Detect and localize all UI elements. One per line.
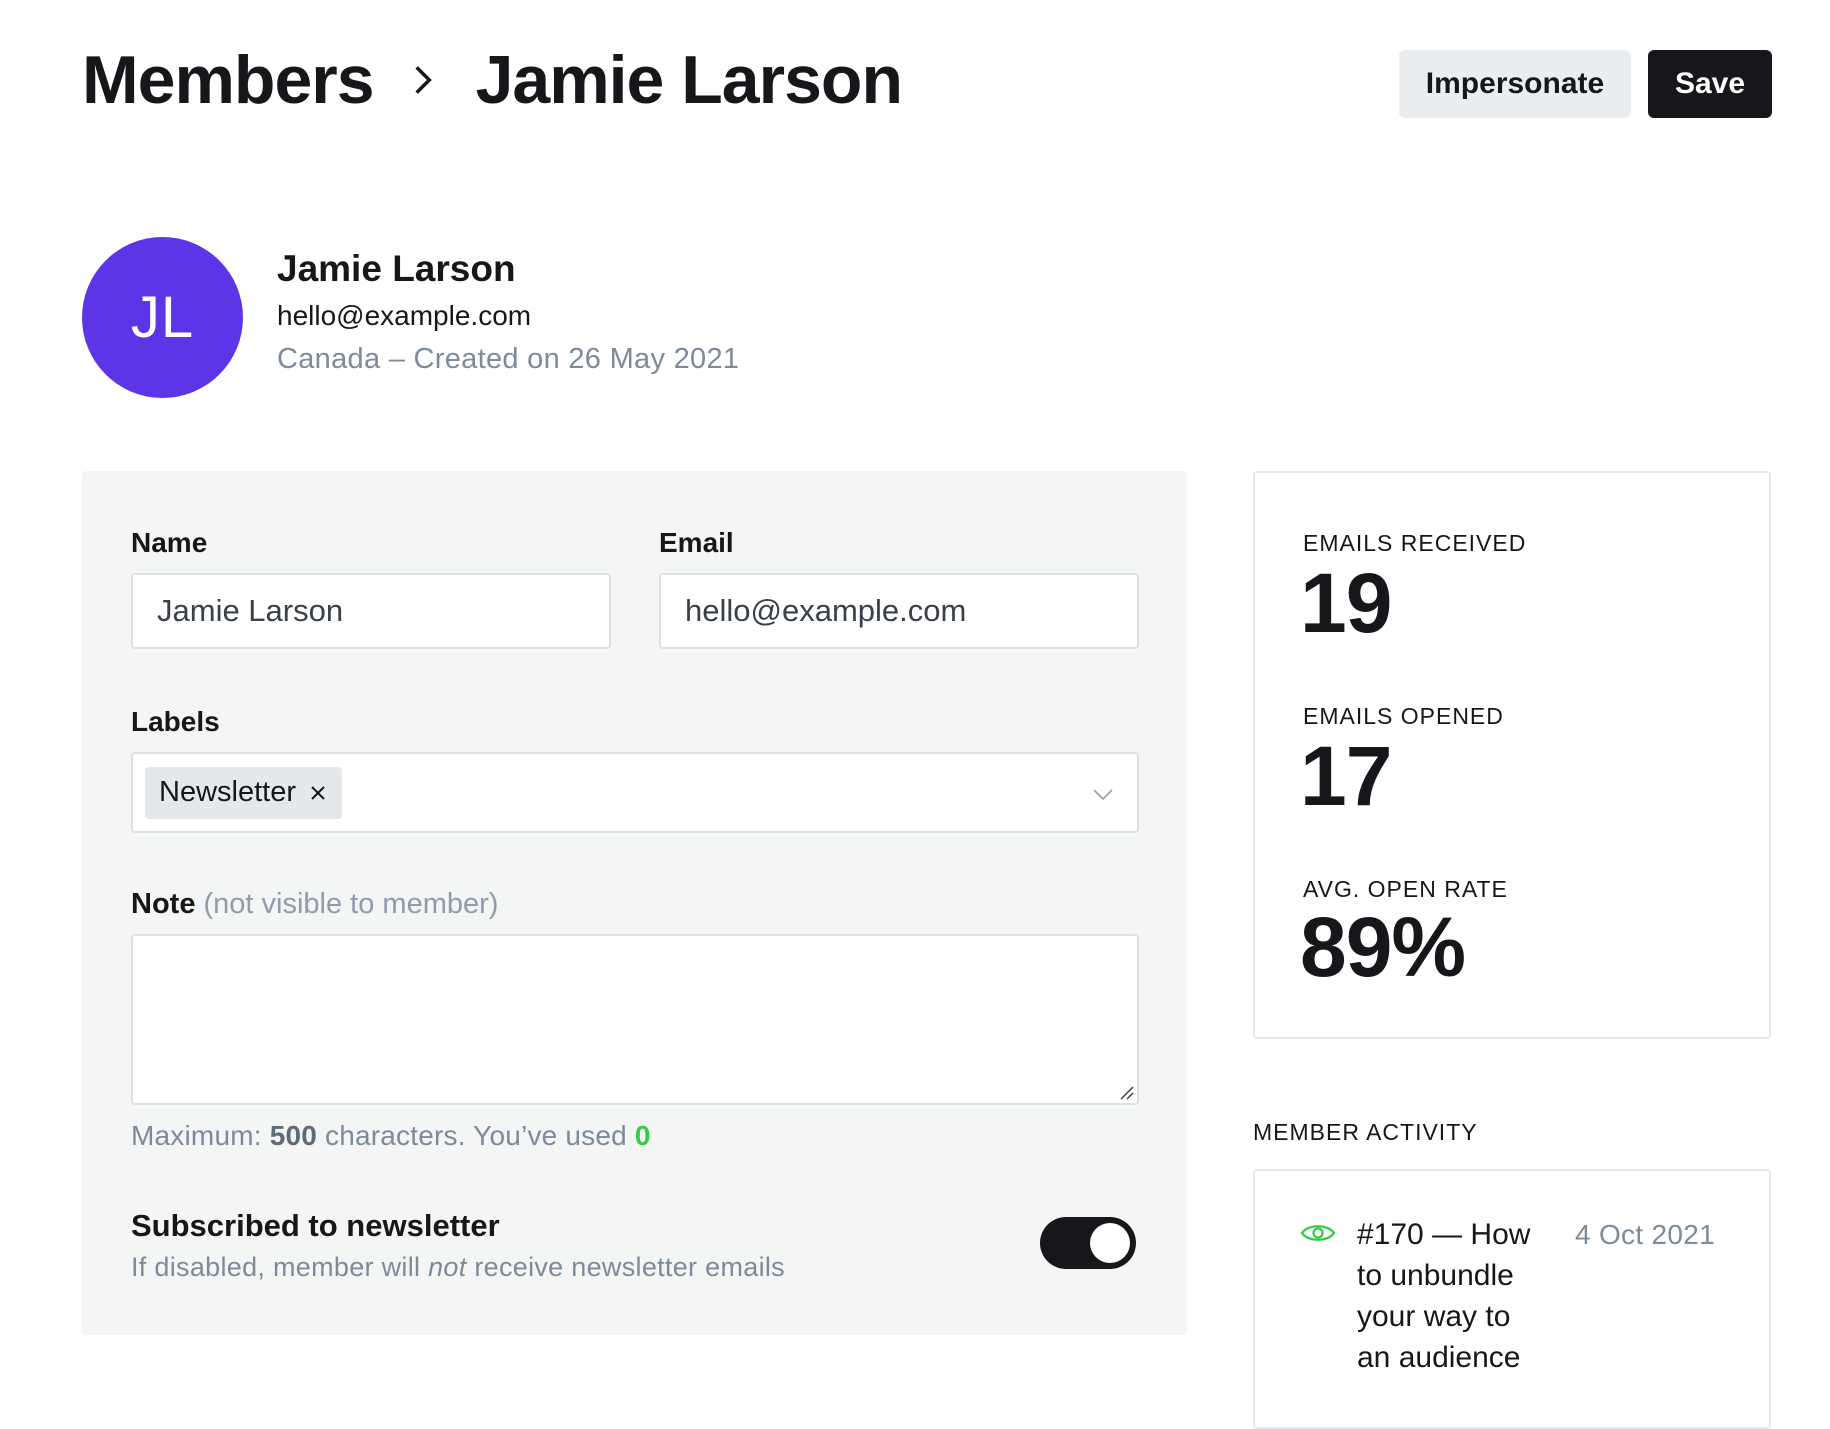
- labels-select[interactable]: Newsletter: [131, 752, 1139, 833]
- hint-used: 0: [634, 1120, 651, 1151]
- eye-icon: [1300, 1225, 1336, 1241]
- breadcrumb-members-link[interactable]: Members: [82, 42, 375, 118]
- open-rate-value: 89%: [1300, 900, 1466, 994]
- note-char-count: Maximum: 500 characters. You’ve used 0: [131, 1120, 651, 1152]
- breadcrumb: Members Jamie Larson: [82, 40, 903, 120]
- resize-handle-icon[interactable]: [1117, 1083, 1135, 1101]
- profile-name: Jamie Larson: [277, 248, 516, 289]
- toggle-knob: [1090, 1223, 1130, 1263]
- note-label: Note (not visible to member): [131, 888, 498, 921]
- subscribed-toggle[interactable]: [1040, 1217, 1136, 1269]
- sub-desc-em: not: [428, 1252, 467, 1282]
- subscribed-title: Subscribed to newsletter: [131, 1208, 500, 1243]
- activity-item-date: 4 Oct 2021: [1575, 1219, 1715, 1250]
- name-label: Name: [131, 527, 208, 558]
- sub-desc-2: receive newsletter emails: [466, 1252, 785, 1282]
- label-tag: Newsletter: [145, 766, 342, 819]
- open-rate-label: AVG. OPEN RATE: [1303, 876, 1508, 902]
- emails-received-label: EMAILS RECEIVED: [1303, 530, 1527, 556]
- emails-opened-value: 17: [1300, 729, 1392, 823]
- activity-item-link[interactable]: #170 — How to unbundle your way to an au…: [1357, 1218, 1531, 1374]
- sub-desc-1: If disabled, member will: [131, 1252, 429, 1282]
- chevron-right-icon: [414, 66, 432, 94]
- save-button[interactable]: Save: [1648, 50, 1772, 118]
- avatar: JL: [82, 237, 243, 398]
- chevron-down-icon[interactable]: [1091, 782, 1115, 806]
- subscribed-description: If disabled, member will not receive new…: [131, 1252, 785, 1283]
- emails-received-value: 19: [1300, 556, 1392, 650]
- impersonate-button[interactable]: Impersonate: [1399, 50, 1631, 118]
- labels-label: Labels: [131, 706, 220, 737]
- hint-mid: characters. You’ve used: [317, 1120, 635, 1151]
- emails-opened-label: EMAILS OPENED: [1303, 703, 1504, 729]
- name-input[interactable]: Jamie Larson: [131, 573, 611, 649]
- hint-max: 500: [269, 1120, 318, 1151]
- member-activity-title: MEMBER ACTIVITY: [1253, 1119, 1478, 1145]
- label-tag-text: Newsletter: [159, 776, 296, 808]
- email-stats-card: [1253, 471, 1771, 1039]
- email-label: Email: [659, 527, 734, 558]
- hint-prefix: Maximum:: [131, 1120, 270, 1151]
- profile-meta: Canada – Created on 26 May 2021: [277, 343, 740, 375]
- note-label-sub: (not visible to member): [203, 888, 499, 920]
- profile-email: hello@example.com: [277, 300, 532, 331]
- page-title: Jamie Larson: [475, 42, 903, 118]
- close-icon[interactable]: [308, 783, 328, 803]
- note-label-text: Note: [131, 888, 196, 920]
- note-textarea[interactable]: [131, 934, 1139, 1105]
- email-input[interactable]: hello@example.com: [659, 573, 1139, 649]
